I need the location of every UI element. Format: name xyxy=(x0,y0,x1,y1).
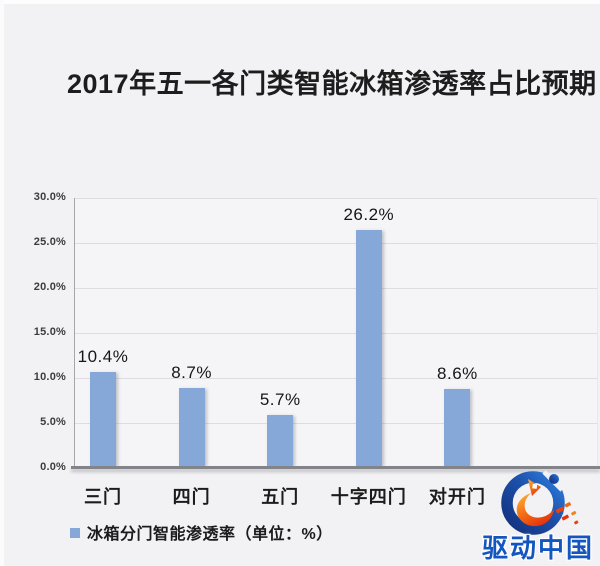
gridline xyxy=(74,378,597,379)
gridline xyxy=(74,243,597,244)
bar[interactable] xyxy=(267,414,294,466)
y-tick-label: 15.0% xyxy=(33,326,66,338)
x-axis-line xyxy=(71,466,600,469)
top-border xyxy=(0,0,600,4)
x-tick-label: 十字四门 xyxy=(330,487,407,507)
left-border xyxy=(0,0,4,566)
gridline xyxy=(74,288,597,289)
bar-value-label: 8.7% xyxy=(171,362,212,382)
y-axis-line xyxy=(74,198,75,466)
qudong-logo-emblem-icon xyxy=(501,470,579,535)
legend-swatch-icon xyxy=(70,528,80,538)
x-tick-label: 对开门 xyxy=(428,487,486,507)
bar[interactable] xyxy=(90,372,116,466)
y-tick-label: 25.0% xyxy=(33,236,66,248)
bar[interactable] xyxy=(178,387,205,466)
legend-label: 冰箱分门智能渗透率（单位：%） xyxy=(87,526,333,543)
gridline xyxy=(74,423,597,424)
bar[interactable] xyxy=(444,388,471,466)
logo-text: 驱动中国 xyxy=(481,533,594,563)
y-tick-label: 10.0% xyxy=(33,371,66,383)
x-tick-label: 五门 xyxy=(261,487,300,507)
bar-value-label: 10.4% xyxy=(77,347,129,367)
legend: 冰箱分门智能渗透率（单位：%） xyxy=(70,520,333,544)
qudong-china-logo: 驱动中国 xyxy=(470,466,600,566)
bar-value-label: 8.6% xyxy=(437,363,478,383)
bar-value-label: 5.7% xyxy=(259,389,301,409)
y-tick-label: 5.0% xyxy=(40,416,66,428)
gridline xyxy=(74,333,597,334)
y-tick-label: 30.0% xyxy=(33,191,66,203)
chart-title: 2017年五一各门类智能冰箱渗透率占比预期 xyxy=(67,69,597,99)
y-tick-label: 0.0% xyxy=(40,461,66,473)
x-tick-label: 三门 xyxy=(84,487,122,507)
plot-area: 30.0% 25.0% 20.0% 15.0% 10.0% 5.0% 0.0% 10.4% 三门… xyxy=(34,191,600,507)
y-tick-label: 20.0% xyxy=(33,281,66,293)
gridline xyxy=(74,198,597,199)
bar[interactable] xyxy=(355,230,382,466)
bar-value-label: 26.2% xyxy=(343,205,395,225)
x-tick-label: 四门 xyxy=(172,487,211,507)
